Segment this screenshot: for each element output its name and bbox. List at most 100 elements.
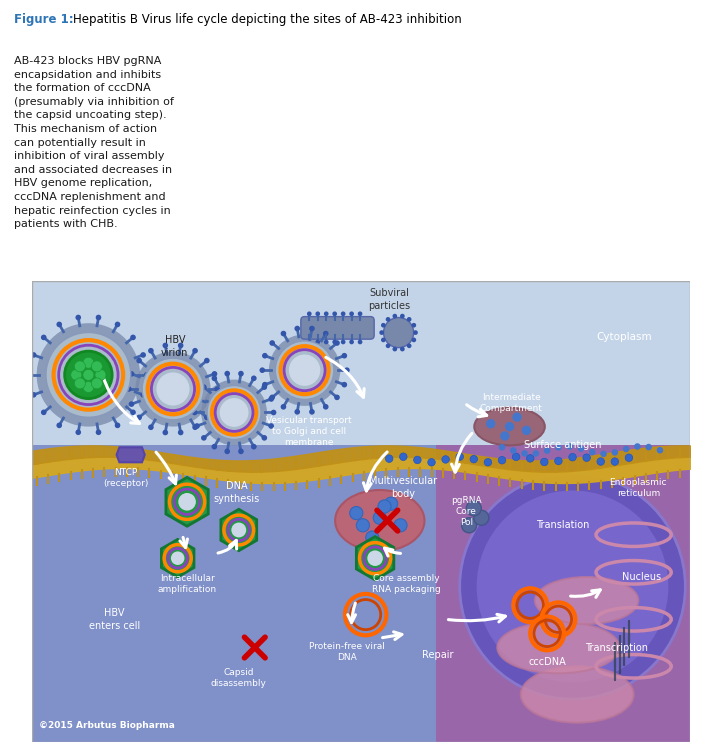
- Circle shape: [349, 312, 354, 316]
- Circle shape: [37, 323, 140, 427]
- Circle shape: [600, 451, 606, 457]
- Circle shape: [510, 447, 516, 454]
- Polygon shape: [116, 447, 145, 462]
- Circle shape: [505, 422, 514, 431]
- Circle shape: [65, 351, 112, 398]
- Circle shape: [225, 371, 230, 377]
- Circle shape: [334, 340, 340, 346]
- Circle shape: [83, 381, 94, 392]
- Text: pgRNA
Core
Pol: pgRNA Core Pol: [451, 496, 482, 527]
- Text: Cytoplasm: Cytoplasm: [596, 333, 652, 342]
- Circle shape: [324, 339, 329, 345]
- Text: Hepatitis B Virus life cycle depicting the sites of AB-423 inhibition: Hepatitis B Virus life cycle depicting t…: [74, 13, 462, 26]
- Circle shape: [400, 314, 405, 318]
- Circle shape: [356, 519, 370, 532]
- Circle shape: [192, 348, 198, 354]
- Circle shape: [349, 506, 363, 520]
- Circle shape: [129, 371, 134, 377]
- Circle shape: [589, 449, 596, 455]
- Circle shape: [513, 413, 522, 422]
- Text: cccDNA: cccDNA: [529, 657, 566, 667]
- Circle shape: [162, 342, 168, 348]
- Circle shape: [83, 369, 94, 380]
- Text: Translation: Translation: [536, 521, 590, 530]
- Circle shape: [71, 369, 82, 380]
- Circle shape: [309, 409, 315, 415]
- Text: Intermediate
Compartment: Intermediate Compartment: [480, 393, 543, 413]
- Circle shape: [201, 384, 206, 390]
- Circle shape: [41, 335, 46, 340]
- Circle shape: [623, 446, 630, 452]
- Text: Vesicular transport
to Golgi and cell
membrane: Vesicular transport to Golgi and cell me…: [266, 416, 352, 447]
- Circle shape: [378, 500, 391, 513]
- Circle shape: [27, 372, 33, 377]
- Circle shape: [192, 425, 198, 430]
- Circle shape: [332, 312, 337, 316]
- Polygon shape: [79, 281, 690, 742]
- Circle shape: [611, 458, 619, 465]
- Circle shape: [261, 435, 267, 440]
- Polygon shape: [32, 446, 690, 742]
- Circle shape: [442, 455, 449, 463]
- Circle shape: [204, 358, 209, 363]
- Circle shape: [394, 519, 407, 532]
- Circle shape: [554, 457, 562, 464]
- Polygon shape: [221, 509, 257, 551]
- Circle shape: [414, 456, 421, 464]
- Circle shape: [130, 410, 136, 415]
- Circle shape: [555, 444, 562, 451]
- Circle shape: [634, 443, 640, 450]
- Circle shape: [566, 443, 573, 449]
- Circle shape: [251, 375, 256, 381]
- Text: ©2015 Arbutus Biopharma: ©2015 Arbutus Biopharma: [40, 721, 175, 730]
- Text: Intracellular
amplification: Intracellular amplification: [157, 574, 217, 594]
- Circle shape: [470, 455, 477, 463]
- Circle shape: [406, 317, 412, 322]
- Circle shape: [269, 335, 340, 406]
- Circle shape: [92, 377, 103, 389]
- Circle shape: [212, 371, 217, 377]
- Circle shape: [357, 312, 362, 316]
- Circle shape: [136, 414, 142, 420]
- Circle shape: [219, 398, 249, 428]
- Circle shape: [269, 423, 274, 429]
- Circle shape: [366, 531, 379, 544]
- Circle shape: [75, 315, 81, 321]
- Circle shape: [381, 323, 386, 327]
- Circle shape: [207, 386, 261, 440]
- Ellipse shape: [474, 407, 545, 446]
- Polygon shape: [32, 281, 690, 742]
- Circle shape: [412, 338, 416, 342]
- Circle shape: [269, 340, 275, 346]
- Circle shape: [385, 497, 398, 510]
- Circle shape: [484, 458, 492, 466]
- Circle shape: [178, 430, 183, 435]
- Circle shape: [204, 414, 209, 420]
- Circle shape: [373, 511, 386, 524]
- Text: DNA
synthesis: DNA synthesis: [214, 481, 260, 503]
- Circle shape: [201, 435, 206, 440]
- Circle shape: [136, 358, 142, 363]
- Circle shape: [281, 331, 286, 336]
- Circle shape: [583, 454, 591, 461]
- Polygon shape: [166, 477, 208, 527]
- Circle shape: [474, 510, 489, 525]
- Text: Core assembly
RNA packaging: Core assembly RNA packaging: [372, 574, 440, 594]
- Circle shape: [56, 422, 62, 428]
- Circle shape: [499, 444, 505, 451]
- Polygon shape: [32, 281, 690, 742]
- Ellipse shape: [335, 490, 425, 551]
- Text: Endoplasmic
reticulum: Endoplasmic reticulum: [609, 478, 667, 498]
- Circle shape: [486, 419, 495, 428]
- Text: Nucleus: Nucleus: [622, 572, 661, 582]
- Text: NTCP
(receptor): NTCP (receptor): [103, 468, 149, 488]
- Circle shape: [386, 455, 393, 462]
- Circle shape: [344, 367, 349, 373]
- Circle shape: [332, 339, 337, 345]
- Circle shape: [341, 312, 346, 316]
- Circle shape: [569, 453, 576, 461]
- Circle shape: [323, 331, 329, 336]
- Circle shape: [194, 423, 200, 429]
- FancyBboxPatch shape: [301, 317, 374, 339]
- Circle shape: [406, 344, 412, 348]
